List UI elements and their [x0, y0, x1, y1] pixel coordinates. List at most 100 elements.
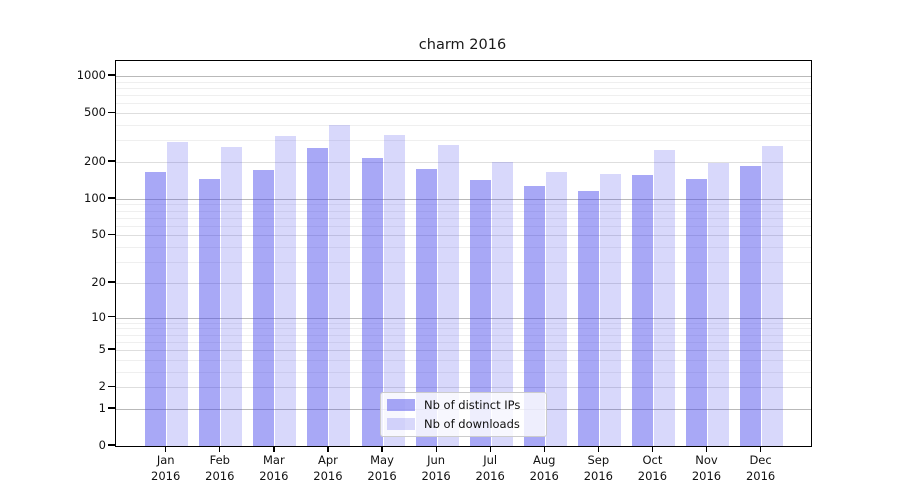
grid-line-700 — [116, 95, 811, 97]
grid-line-8 — [116, 328, 811, 330]
y-tick-label-0: 0 — [98, 438, 106, 452]
y-tick-mark-1000 — [108, 74, 115, 76]
grid-line-2 — [116, 387, 811, 389]
x-tick-mark-jan — [165, 446, 167, 452]
x-tick-mark-nov — [705, 446, 708, 452]
y-tick-mark-0 — [108, 444, 115, 446]
bar-nb-of-distinct-ips-mar — [253, 170, 275, 446]
grid-line-600 — [116, 103, 811, 105]
y-tick-mark-2 — [108, 385, 115, 387]
grid-line-5 — [116, 350, 811, 352]
grid-line-40 — [116, 247, 811, 249]
bar-nb-of-distinct-ips-dec — [740, 165, 762, 446]
grid-line-90 — [116, 204, 811, 206]
bar-nb-of-distinct-ips-apr — [307, 147, 329, 446]
grid-line-80 — [116, 210, 811, 212]
bar-nb-of-downloads-sep — [599, 173, 621, 446]
y-tick-label-20: 20 — [91, 274, 106, 289]
bar-nb-of-distinct-ips-aug — [523, 185, 545, 446]
legend-label-downloads: Nb of downloads — [424, 417, 520, 431]
grid-line-70 — [116, 217, 811, 219]
grid-line-9 — [116, 322, 811, 324]
x-tick-label-sep: Sep 2016 — [583, 453, 613, 483]
y-tick-label-500: 500 — [84, 105, 106, 120]
grid-line-10 — [116, 317, 811, 319]
plot-area — [115, 60, 812, 447]
bar-nb-of-distinct-ips-jul — [469, 179, 491, 446]
bar-nb-of-downloads-dec — [762, 146, 784, 446]
legend-label-distinct-ips: Nb of distinct IPs — [424, 398, 521, 412]
x-tick-mark-jun — [435, 446, 437, 452]
y-tick-mark-20 — [108, 281, 115, 283]
bar-nb-of-downloads-aug — [545, 171, 567, 446]
chart-title: charm 2016 — [418, 37, 507, 53]
y-tick-label-1000: 1000 — [76, 68, 106, 83]
y-tick-mark-1 — [108, 407, 115, 409]
bar-nb-of-distinct-ips-feb — [199, 179, 221, 446]
x-tick-label-apr: Apr 2016 — [313, 453, 343, 483]
bar-nb-of-downloads-feb — [221, 146, 243, 446]
y-tick-mark-500 — [108, 111, 115, 113]
bar-nb-of-distinct-ips-jun — [415, 168, 437, 446]
x-tick-mark-sep — [597, 446, 600, 452]
bar-nb-of-downloads-mar — [275, 135, 297, 446]
x-tick-label-mar: Mar 2016 — [259, 453, 289, 483]
bar-nb-of-distinct-ips-may — [361, 157, 383, 446]
x-tick-mark-oct — [651, 446, 654, 452]
grid-line-500 — [116, 113, 811, 115]
x-tick-label-oct: Oct 2016 — [637, 453, 668, 483]
legend: Nb of distinct IPs Nb of downloads — [380, 392, 547, 437]
grid-line-60 — [116, 225, 811, 227]
bar-nb-of-distinct-ips-sep — [577, 191, 599, 446]
y-tick-label-2: 2 — [98, 379, 106, 394]
bar-nb-of-downloads-jan — [167, 142, 189, 446]
x-tick-label-jan: Jan 2016 — [151, 453, 181, 483]
grid-line-400 — [116, 125, 811, 127]
bar-nb-of-downloads-jun — [437, 145, 459, 446]
grid-line-800 — [116, 87, 811, 89]
y-tick-label-200: 200 — [84, 154, 106, 169]
grid-line-7 — [116, 334, 811, 336]
y-tick-label-100: 100 — [84, 190, 106, 205]
grid-line-4 — [116, 359, 811, 361]
grid-line-300 — [116, 140, 811, 142]
grid-line-3 — [116, 371, 811, 373]
x-tick-label-jun: Jun 2016 — [421, 453, 451, 483]
x-tick-mark-aug — [543, 446, 545, 452]
x-tick-label-jul: Jul 2016 — [475, 453, 505, 483]
y-tick-mark-200 — [108, 160, 115, 162]
bar-nb-of-downloads-apr — [329, 125, 351, 446]
x-tick-mark-may — [381, 446, 383, 452]
y-tick-mark-5 — [108, 348, 115, 350]
legend-swatch-downloads — [387, 418, 415, 430]
legend-item-distinct-ips: Nb of distinct IPs — [387, 398, 546, 412]
x-tick-mark-dec — [759, 446, 762, 452]
grid-line-6 — [116, 341, 811, 343]
grid-line-30 — [116, 262, 811, 264]
y-tick-label-5: 5 — [98, 342, 106, 357]
x-tick-label-may: May 2016 — [367, 453, 397, 483]
bar-nb-of-downloads-jul — [491, 161, 513, 446]
y-tick-mark-100 — [108, 197, 115, 199]
x-tick-label-dec: Dec 2016 — [745, 453, 776, 483]
grid-line-1000 — [116, 76, 811, 78]
y-tick-mark-10 — [108, 315, 115, 318]
x-tick-mark-feb — [219, 446, 221, 452]
bar-nb-of-distinct-ips-oct — [631, 175, 653, 446]
y-tick-label-1: 1 — [98, 400, 106, 415]
grid-line-50 — [116, 235, 811, 237]
grid-line-900 — [116, 81, 811, 83]
x-tick-label-nov: Nov 2016 — [691, 453, 722, 483]
grid-line-100 — [116, 198, 811, 200]
x-tick-label-feb: Feb 2016 — [205, 453, 235, 483]
legend-swatch-distinct-ips — [387, 399, 415, 411]
bar-nb-of-downloads-oct — [653, 149, 675, 446]
y-tick-label-10: 10 — [91, 309, 106, 324]
bar-nb-of-downloads-may — [383, 135, 405, 446]
x-tick-mark-apr — [327, 446, 329, 452]
y-tick-label-50: 50 — [91, 227, 106, 242]
legend-item-downloads: Nb of downloads — [387, 417, 546, 431]
x-tick-label-aug: Aug 2016 — [529, 453, 559, 483]
y-tick-mark-50 — [108, 233, 115, 236]
